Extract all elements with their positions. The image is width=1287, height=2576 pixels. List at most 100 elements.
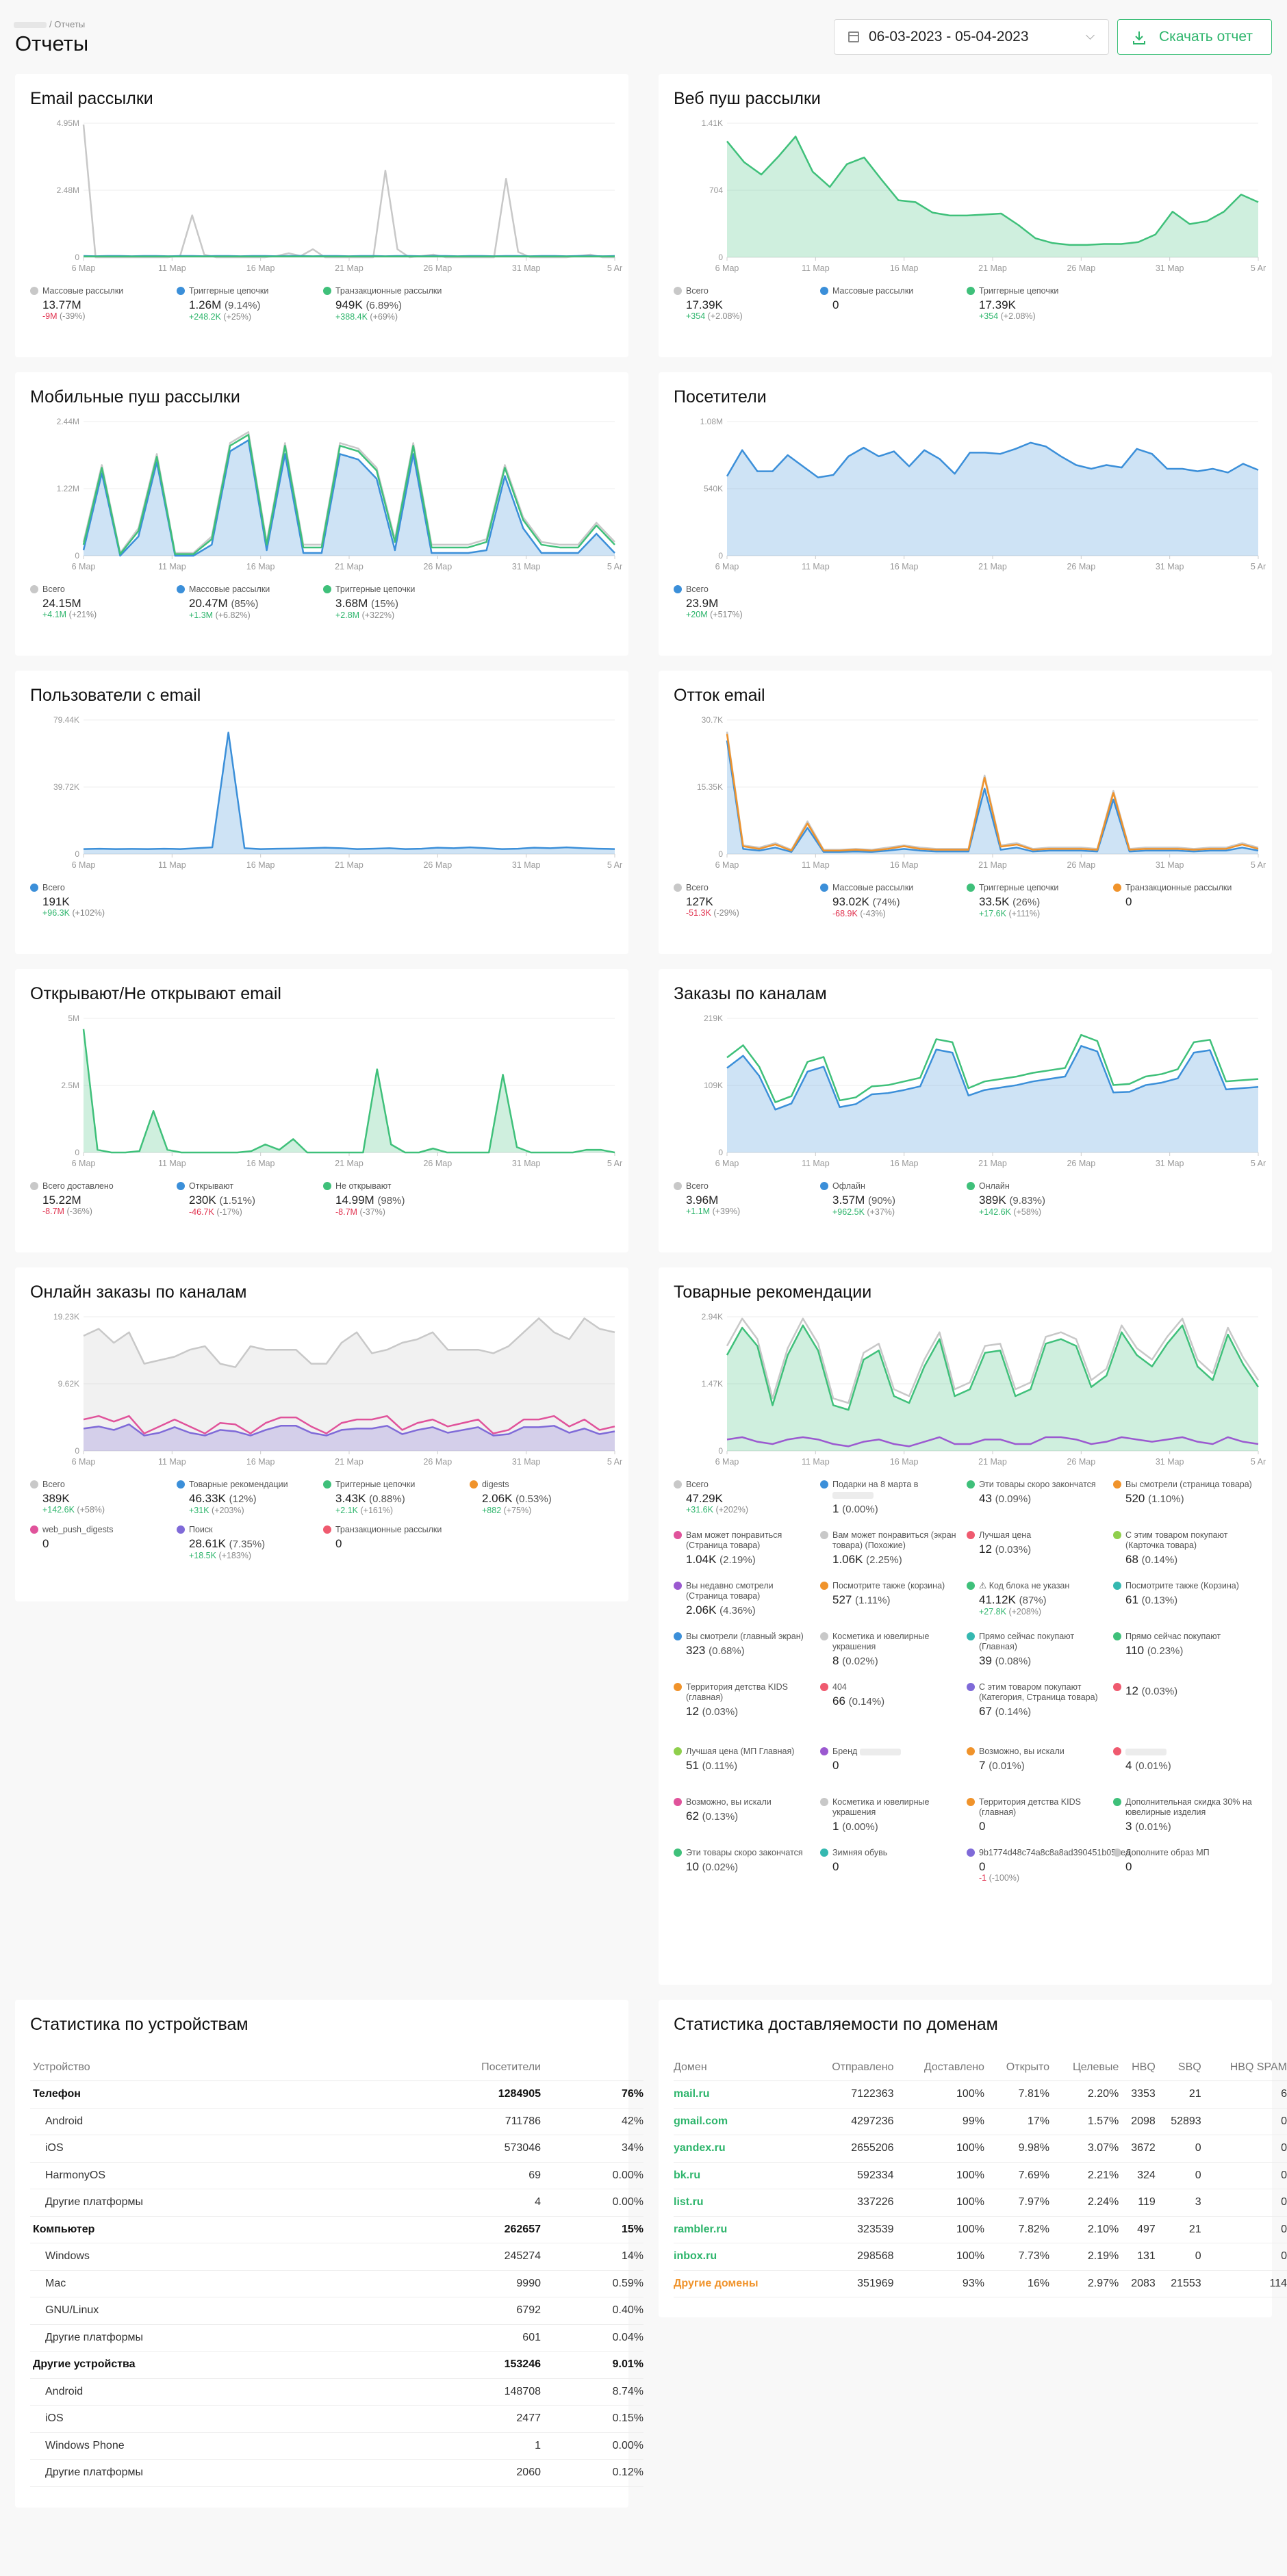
device-share: 0.15% — [541, 2405, 644, 2433]
date-range-picker[interactable]: 06-03-2023 - 05-04-2023 — [834, 19, 1109, 55]
legend-delta-rel: (+203%) — [212, 1506, 244, 1515]
domain-domain[interactable]: gmail.com — [674, 2108, 801, 2135]
domain-domain[interactable]: rambler.ru — [674, 2216, 801, 2243]
legend-item[interactable]: Всего 127K -51.3K (-29%) — [674, 883, 815, 918]
domain-domain[interactable]: mail.ru — [674, 2081, 801, 2109]
legend-value: 0 — [820, 1860, 961, 1873]
legend-percent: (0.68%) — [709, 1645, 745, 1657]
legend-value-text: 62 — [686, 1809, 699, 1822]
legend-delta: -51.3K (-29%) — [674, 908, 815, 918]
legend-item[interactable]: Всего 191K +96.3K (+102%) — [30, 883, 171, 918]
legend-item[interactable]: 404 66 (0.14%) — [820, 1682, 961, 1708]
legend-item[interactable]: Вам может понравиться (Страница товара) 1… — [674, 1530, 815, 1567]
domain-domain[interactable]: Другие домены — [674, 2270, 801, 2297]
legend-item[interactable]: Не открывают 14.99M (98%) -8.7M (-37%) — [323, 1181, 464, 1218]
device-visitors: 2060 — [359, 2459, 541, 2487]
breadcrumb-parent[interactable] — [14, 22, 47, 29]
legend-item[interactable]: Подарки на 8 марта в 1 (0.00%) — [820, 1480, 961, 1516]
legend-item[interactable]: Вам может понравиться (экран товара) (По… — [820, 1530, 961, 1567]
legend-item[interactable]: Триггерные цепочки 17.39K +354 (+2.08%) — [967, 286, 1108, 322]
chart-card-webpush: Веб пуш рассылки 1.41K 704 0 6 Map 11 Map 16 M… — [659, 74, 1272, 357]
legend-item[interactable]: Зимняя обувь 0 — [820, 1848, 961, 1873]
legend-item[interactable]: Территория детства KIDS (главная) 0 — [967, 1797, 1108, 1833]
legend-label: Вы смотрели (страница товара) — [1113, 1480, 1254, 1490]
legend-item[interactable]: Территория детства KIDS (главная) 12 (0.0… — [674, 1682, 815, 1718]
domain-hbq: 131 — [1119, 2243, 1156, 2271]
legend-label-text: Всего — [42, 1480, 65, 1489]
legend-dot — [323, 1182, 331, 1190]
legend-item[interactable]: Онлайн 389K (9.83%) +142.6K (+58%) — [967, 1181, 1108, 1218]
legend-item[interactable]: Бренд 0 — [820, 1747, 961, 1772]
legend-item[interactable]: Дополните образ МП 0 — [1113, 1848, 1254, 1873]
legend-item[interactable]: Возможно, вы искали 7 (0.01%) — [967, 1747, 1108, 1773]
legend-delta-rel: (-17%) — [216, 1207, 242, 1217]
legend-item[interactable]: Всего 47.29K +31.6K (+202%) — [674, 1480, 815, 1515]
legend-item[interactable]: Триггерные цепочки 1.26M (9.14%) +248.2K (… — [177, 286, 318, 322]
domain-sent: 351969 — [800, 2270, 894, 2297]
legend-item[interactable]: Лучшая цена (МП Главная) 51 (0.11%) — [674, 1747, 815, 1773]
legend-item[interactable]: Транзакционные рассылки 0 — [323, 1525, 464, 1550]
domain-delivered: 100% — [893, 2189, 984, 2217]
x-tick-label: 31 Map — [1156, 1159, 1184, 1168]
domain-domain[interactable]: bk.ru — [674, 2162, 801, 2189]
legend-item[interactable]: Транзакционные рассылки 0 — [1113, 883, 1254, 908]
x-tick-label: 31 Map — [512, 1159, 541, 1168]
legend-item[interactable]: Всего 17.39K +354 (+2.08%) — [674, 286, 815, 322]
legend-item[interactable]: Прямо сейчас покупают (Главная) 39 (0.08%… — [967, 1632, 1108, 1668]
domain-domain[interactable]: list.ru — [674, 2189, 801, 2217]
legend-value-text: 0 — [832, 298, 839, 311]
legend-item[interactable]: Всего 389K +142.6K (+58%) — [30, 1480, 171, 1515]
x-tick-label: 31 Map — [512, 562, 541, 571]
legend-item[interactable]: Эти товары скоро закончатся 43 (0.09%) — [967, 1480, 1108, 1506]
legend-item[interactable]: Массовые рассылки 20.47M (85%) +1.3M (+6.8… — [177, 584, 318, 621]
legend-item[interactable]: Офлайн 3.57M (90%) +962.5K (+37%) — [820, 1181, 961, 1218]
legend-value-text: 39 — [979, 1654, 992, 1667]
legend-item[interactable]: Массовые рассылки 93.02K (74%) -68.9K (-43… — [820, 883, 961, 919]
x-tick-label: 31 Map — [512, 860, 541, 870]
legend-item[interactable]: Вы недавно смотрели (Страница товара) 2.0… — [674, 1581, 815, 1617]
legend-item[interactable]: Вы смотрели (главный экран) 323 (0.68%) — [674, 1632, 815, 1658]
legend-item[interactable]: Товарные рекомендации 46.33K (12%) +31K (+… — [177, 1480, 318, 1516]
legend-item[interactable]: Косметика и ювелирные украшения 8 (0.02%) — [820, 1632, 961, 1668]
legend-item[interactable]: digests 2.06K (0.53%) +882 (+75%) — [470, 1480, 611, 1516]
legend-item[interactable]: Транзакционные рассылки 949K (6.89%) +388.… — [323, 286, 464, 322]
legend-value: 1.04K (2.19%) — [674, 1553, 815, 1567]
domain-domain[interactable]: inbox.ru — [674, 2243, 801, 2271]
legend-item[interactable]: 4 (0.01%) — [1113, 1747, 1254, 1773]
legend-item[interactable]: Массовые рассылки 0 — [820, 286, 961, 311]
legend-item[interactable]: 9b1774d48c74a8c8a8ad390451b05bea 0 -1 (-10… — [967, 1848, 1130, 1883]
legend-item[interactable]: Триггерные цепочки 3.43K (0.88%) +2.1K (+1… — [323, 1480, 464, 1516]
legend-item[interactable]: ⚠ Код блока не указан 41.12K (87%) +27.8K … — [967, 1581, 1108, 1617]
legend-delta-rel: (+58%) — [77, 1505, 105, 1515]
legend-item[interactable]: Всего 24.15M +4.1M (+21%) — [30, 584, 171, 620]
legend-item[interactable]: 12 (0.03%) — [1113, 1682, 1254, 1698]
legend-item[interactable]: Лучшая цена 12 (0.03%) — [967, 1530, 1108, 1556]
legend-item[interactable]: Посмотрите также (корзина) 527 (1.11%) — [820, 1581, 961, 1607]
legend-item[interactable]: С этим товаром покупают (Карточка товара… — [1113, 1530, 1254, 1567]
legend-item[interactable]: Открывают 230K (1.51%) -46.7K (-17%) — [177, 1181, 318, 1218]
legend-item[interactable]: Массовые рассылки 13.77M -9M (-39%) — [30, 286, 171, 322]
domain-opened: 7.69% — [984, 2162, 1050, 2189]
legend-item[interactable]: Прямо сейчас покупают 110 (0.23%) — [1113, 1632, 1254, 1658]
legend-item[interactable]: Всего 23.9M +20M (+517%) — [674, 584, 815, 620]
legend-item[interactable]: Триггерные цепочки 33.5K (26%) +17.6K (+11… — [967, 883, 1108, 919]
x-tick-label: 31 Map — [512, 1457, 541, 1467]
legend-value: 33.5K (26%) — [967, 895, 1108, 909]
legend-item[interactable]: Возможно, вы искали 62 (0.13%) — [674, 1797, 815, 1823]
domain-domain[interactable]: yandex.ru — [674, 2135, 801, 2163]
legend-dot — [30, 1525, 38, 1534]
legend-item[interactable]: Посмотрите также (Корзина) 61 (0.13%) — [1113, 1581, 1254, 1607]
legend-item[interactable]: Всего 3.96M +1.1M (+39%) — [674, 1181, 815, 1217]
legend-item[interactable]: Поиск 28.61K (7.35%) +18.5K (+183%) — [177, 1525, 318, 1561]
legend-item[interactable]: web_push_digests 0 — [30, 1525, 171, 1550]
legend-item[interactable]: Всего доставлено 15.22M -8.7M (-36%) — [30, 1181, 171, 1217]
legend-delta: +882 (+75%) — [470, 1506, 611, 1516]
download-report-button[interactable]: Скачать отчет — [1117, 19, 1272, 55]
legend-item[interactable]: Дополнительная скидка 30% на ювелирные и… — [1113, 1797, 1254, 1833]
legend-item[interactable]: Триггерные цепочки 3.68M (15%) +2.8M (+322… — [323, 584, 464, 621]
legend-item[interactable]: Косметика и ювелирные украшения 1 (0.00%) — [820, 1797, 961, 1833]
legend-item[interactable]: С этим товаром покупают (Категория, Стра… — [967, 1682, 1108, 1718]
legend-item[interactable]: Эти товары скоро закончатся 10 (0.02%) — [674, 1848, 815, 1874]
legend-item[interactable]: Вы смотрели (страница товара) 520 (1.10%) — [1113, 1480, 1254, 1506]
legend-value: 323 (0.68%) — [674, 1644, 815, 1658]
